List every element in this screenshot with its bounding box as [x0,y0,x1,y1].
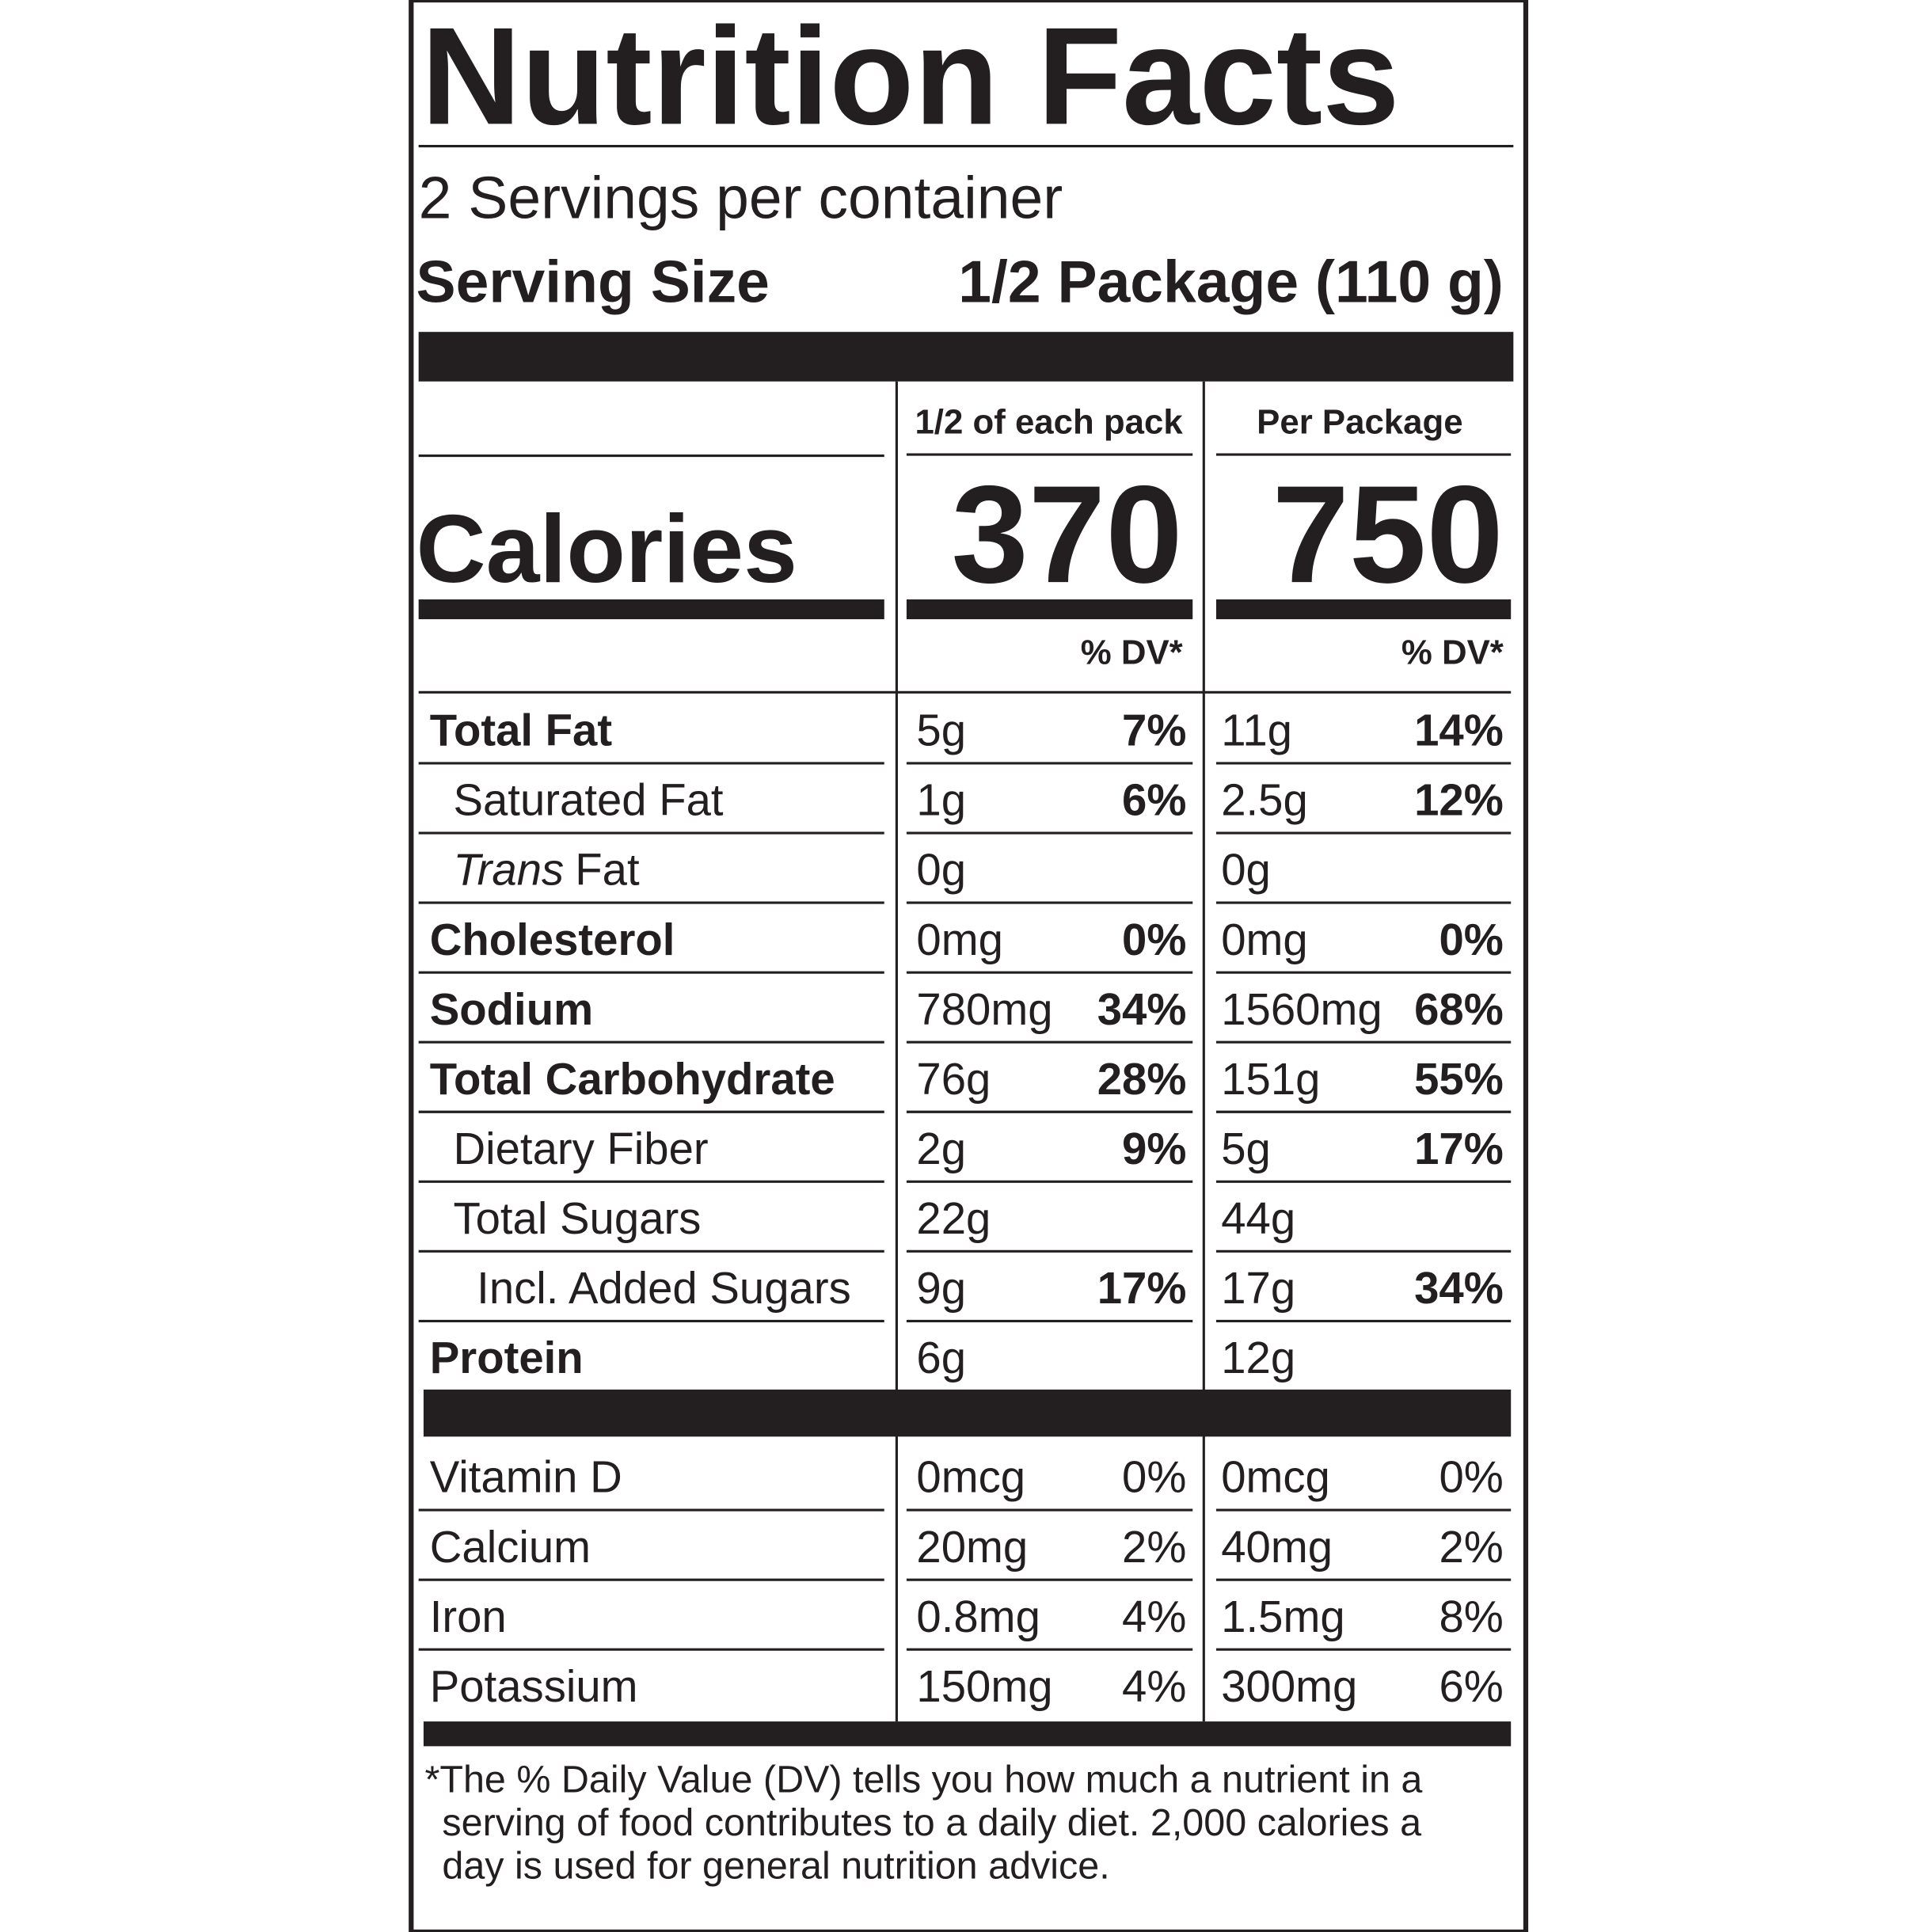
daily-value: 14% [1414,705,1504,755]
nutrient-name: Saturated Fat [453,775,723,825]
amount: 151g [1221,1054,1320,1104]
calories-value: 370 [951,457,1182,612]
amount: 0mcg [1221,1452,1330,1502]
amount: 780mg [916,984,1052,1034]
title: Nutrition Facts [421,0,1400,154]
daily-value: 2% [1439,1522,1503,1572]
footnote: day is used for general nutrition advice… [442,1845,1109,1888]
amount: 76g [916,1054,991,1104]
amount: 300mg [1221,1661,1357,1711]
nutrient-name: Incl. Added Sugars [477,1263,851,1313]
amount: 0g [1221,845,1271,895]
dv-header: % DV* [1401,633,1504,671]
thick-bar [423,1389,1512,1437]
amount: 40mg [1221,1522,1333,1572]
nutrient-name: Total Fat [430,705,613,755]
daily-value: 68% [1414,984,1504,1034]
daily-value: 34% [1414,1263,1504,1313]
label-frame [409,0,1529,1932]
daily-value: 8% [1439,1592,1503,1641]
amount: 0mg [916,915,1003,964]
nutrient-name: Total Sugars [453,1193,701,1243]
amount: 1560mg [1221,984,1382,1034]
nutrient-name-rest: Fat [575,845,640,895]
amount: 9g [916,1263,966,1313]
nutrient-name: Protein [430,1333,584,1382]
amount: 0.8mg [916,1592,1040,1641]
column-header: Per Package [1257,402,1462,441]
daily-value: 6% [1439,1661,1503,1711]
daily-value: 17% [1097,1263,1187,1313]
daily-value: 0% [1439,1452,1503,1502]
amount: 1g [916,775,966,825]
amount: 1.5mg [1221,1592,1344,1641]
footnote: serving of food contributes to a daily d… [442,1801,1421,1844]
serving-size-label: Serving Size [416,249,770,315]
calories-label: Calories [416,495,797,603]
amount: 2g [916,1124,966,1173]
amount: 0mg [1221,915,1308,964]
nutrient-name: Dietary Fiber [453,1124,708,1173]
amount: 2.5g [1221,775,1308,825]
nutrient-name: Calcium [430,1522,591,1572]
daily-value: 0% [1439,915,1503,964]
thick-bar [906,599,1193,620]
daily-value: 4% [1122,1592,1186,1641]
amount: 22g [916,1193,991,1243]
nutrient-name: Cholesterol [430,915,675,964]
amount: 5g [1221,1124,1271,1173]
amount: 0mcg [916,1452,1025,1502]
daily-value: 9% [1122,1124,1186,1173]
nutrient-name: Total Carbohydrate [430,1054,835,1104]
amount: 12g [1221,1333,1295,1382]
daily-value: 7% [1122,705,1186,755]
daily-value: 0% [1122,915,1186,964]
footnote: *The % Daily Value (DV) tells you how mu… [424,1758,1422,1801]
calories-value: 750 [1272,457,1504,612]
daily-value: 6% [1122,775,1186,825]
daily-value: 4% [1122,1661,1186,1711]
amount: 150mg [916,1661,1052,1711]
daily-value: 17% [1414,1124,1504,1173]
dv-header: % DV* [1081,633,1183,671]
amount: 5g [916,705,966,755]
daily-value: 28% [1097,1054,1187,1104]
amount: 11g [1221,705,1292,755]
servings: 2 Servings per container [419,164,1063,230]
nutrient-name: Iron [430,1592,507,1641]
nutrient-name: Potassium [430,1661,638,1711]
amount: 0g [916,845,966,895]
thick-bar [418,599,884,620]
amount: 44g [1221,1193,1295,1243]
daily-value: 0% [1122,1452,1186,1502]
column-header: 1/2 of each pack [915,402,1183,441]
daily-value: 55% [1414,1054,1504,1104]
nutrient-name: Vitamin D [430,1452,622,1502]
thick-bar [418,332,1514,382]
nutrient-name-italic: Trans [453,845,564,895]
thick-bar [1215,599,1512,620]
nutrient-name: Sodium [430,984,593,1034]
amount: 6g [916,1333,966,1382]
serving-size: 1/2 Package (110 g) [958,249,1504,315]
daily-value: 12% [1414,775,1504,825]
nutrient-name: Trans Fat [453,845,640,895]
daily-value: 34% [1097,984,1187,1034]
amount: 17g [1221,1263,1295,1313]
thick-bar [423,1721,1512,1747]
daily-value: 2% [1122,1522,1186,1572]
amount: 20mg [916,1522,1028,1572]
